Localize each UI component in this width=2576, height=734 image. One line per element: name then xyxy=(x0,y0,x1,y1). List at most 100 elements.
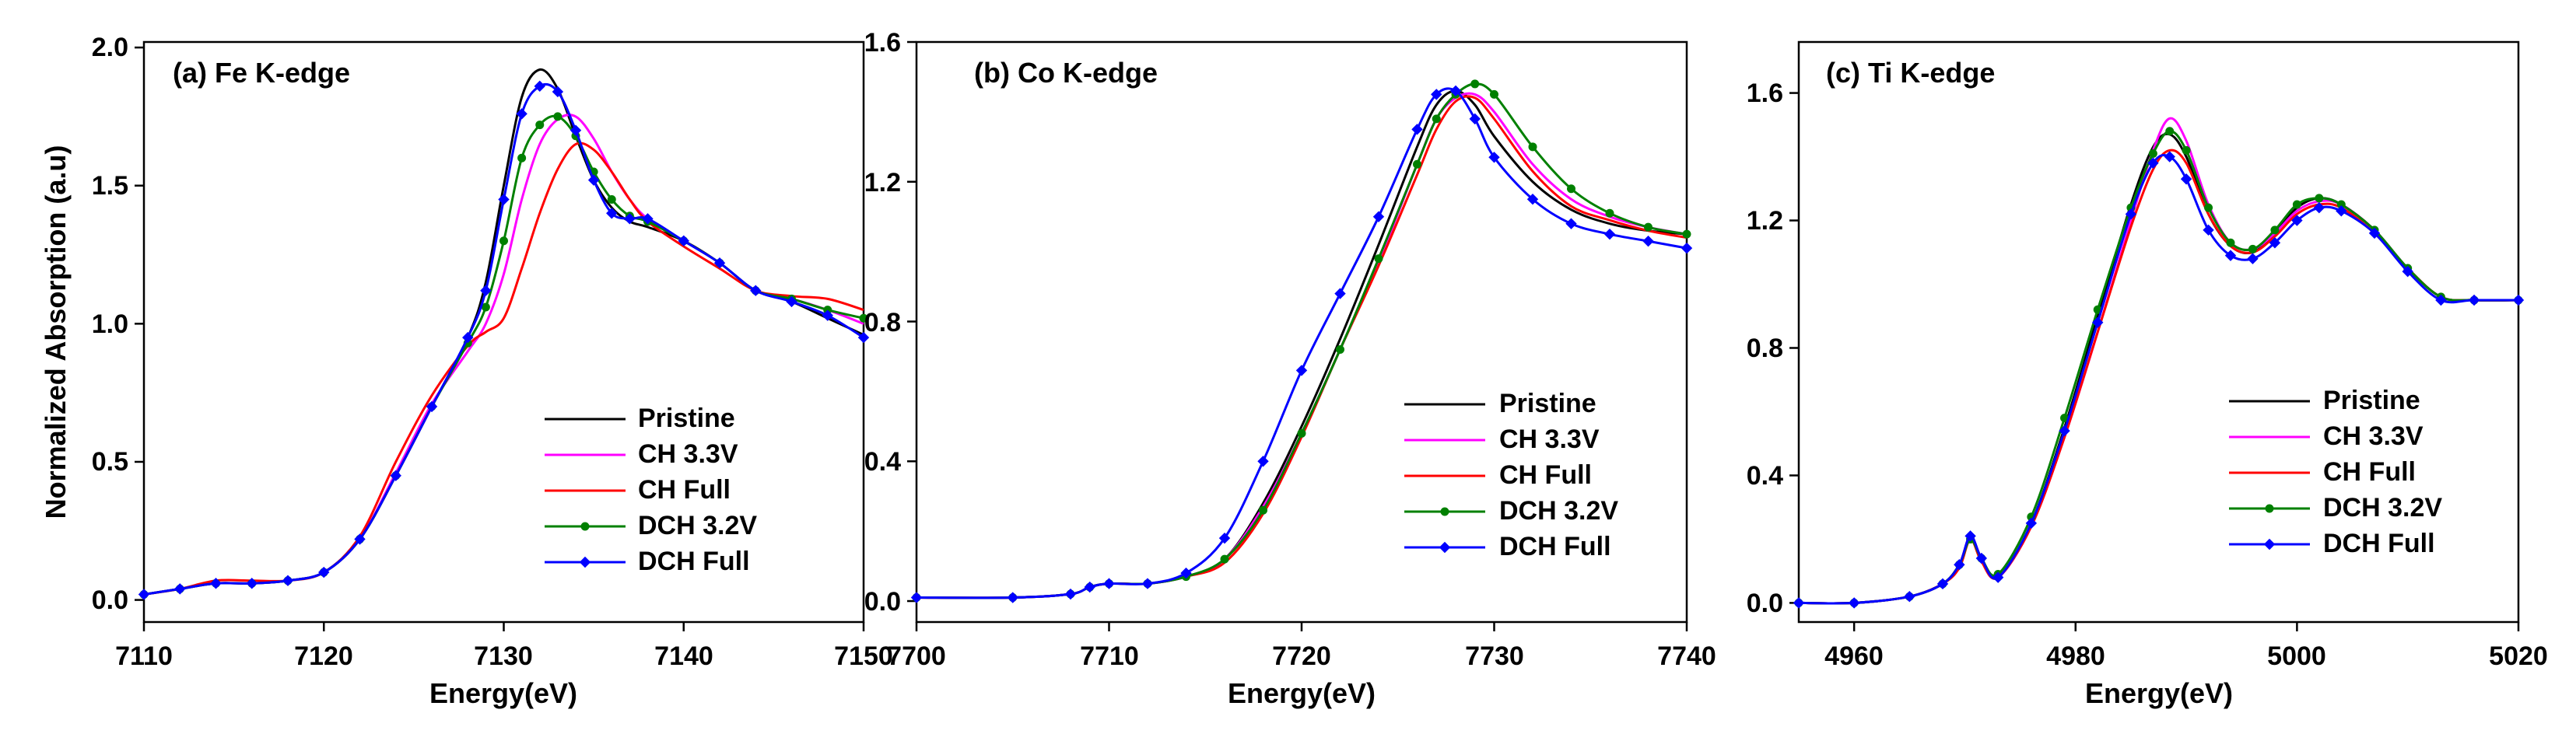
panel-b-series-dch-full-point xyxy=(1449,85,1462,97)
panel-a-series-dch-full-point xyxy=(426,400,438,413)
panel-c-series-dch-full-point xyxy=(2164,151,2175,163)
panel-c-series-dch-full-point xyxy=(2402,265,2413,278)
panel-a-series-dch-3-2v-point xyxy=(859,313,868,323)
legend-marker-dch-full xyxy=(2263,538,2276,550)
panel-a-xtick-label: 7150 xyxy=(834,641,893,671)
legend-marker-dch-3-2v xyxy=(1440,507,1449,516)
panel-a-series xyxy=(138,68,870,600)
panel-b-xticks: 7700 7710 7720 7730 7740 xyxy=(887,641,1716,671)
panel-c-series xyxy=(1793,117,2525,609)
panel-b-ytick-label: 1.2 xyxy=(864,168,901,197)
panel-c-plot-area xyxy=(1797,40,2520,624)
panel-b-series-dch-full-point xyxy=(1565,218,1577,229)
panel-b-xlabel: Energy(eV) xyxy=(1228,677,1376,709)
panel-c-series-dch-3-2v-point xyxy=(2226,238,2235,247)
panel-c-xtick-label: 5020 xyxy=(2489,641,2548,671)
panel-a-series-dch-full-point xyxy=(624,213,636,225)
panel-b-yticks: 0.0 0.4 0.8 1.2 1.6 xyxy=(864,28,901,617)
panel-a-ytick-label: 1.0 xyxy=(92,309,128,339)
legend-marker-dch-full xyxy=(1439,541,1451,554)
panel-a-series-dch-full-point xyxy=(857,331,870,344)
panel-b-series-dch-full-point xyxy=(1526,194,1539,205)
panel-b-xtick-label: 7730 xyxy=(1465,641,1524,671)
panel-b-series xyxy=(910,79,1693,603)
panel-b-series-dch-full-point xyxy=(1488,152,1500,163)
panel-a-ytick-label: 2.0 xyxy=(92,33,128,62)
legend-label-dch-full: DCH Full xyxy=(638,547,750,576)
legend-marker-dch-3-2v xyxy=(2265,504,2274,513)
panel-a-ytick-label: 1.5 xyxy=(92,171,128,201)
panel-a-series-dch-full-line xyxy=(143,83,864,596)
panel-a-series-dch-3-2v-point xyxy=(535,121,545,130)
panel-c-xtick-label: 5000 xyxy=(2267,641,2326,671)
panel-b-series-dch-full-point xyxy=(1257,456,1269,467)
panel-a-series-dch-full-point xyxy=(570,124,582,136)
panel-a-series-dch-full-point xyxy=(282,575,294,586)
panel-c-series-dch-full-point xyxy=(2224,250,2237,261)
panel-a-ytick-label: 0.5 xyxy=(92,447,128,477)
panel-c-xtick-label: 4980 xyxy=(2046,641,2105,671)
panel-c-series-dch-3-2v-point xyxy=(2182,145,2191,155)
panel-a-series-dch-full-point xyxy=(822,309,833,321)
panel-a-series-dch-full-point xyxy=(606,208,618,219)
panel-a-yticks: 0.0 0.5 1.0 1.5 2.0 xyxy=(92,33,128,615)
panel-c-xticks: 4960 4980 5000 5020 xyxy=(1824,641,2548,671)
panel-a-series-dch-full-point xyxy=(516,108,527,120)
legend-label-dch-3-2v: DCH 3.2V xyxy=(1499,496,1618,526)
panel-c-series-dch-full-point xyxy=(1936,578,1949,590)
panel-c: (c) Ti K-edge Energy(eV) 4960 4980 5000 … xyxy=(1747,40,2548,709)
legend-label-ch-3-3v: CH 3.3V xyxy=(638,439,738,469)
legend-label-ch-full: CH Full xyxy=(638,475,731,505)
panel-a-series-dch-full-point xyxy=(210,578,222,589)
panel-a-ylabel: Normalized Absorption (a.u) xyxy=(40,145,72,519)
panel-b-ytick-label: 1.6 xyxy=(864,28,901,58)
panel-c-series-dch-full-point xyxy=(2203,224,2214,236)
panel-a: (a) Fe K-edge Normalized Absorption (a.u… xyxy=(40,33,893,709)
panel-c-series-dch-full-point xyxy=(1904,591,1915,603)
panel-c-ytick-label: 0.8 xyxy=(1747,334,1783,363)
panel-a-series-dch-3-2v-point xyxy=(517,153,527,163)
panel-a-series-dch-3-2v-point xyxy=(553,112,563,121)
panel-a-xtick-label: 7130 xyxy=(474,641,533,671)
legend-label-ch-3-3v: CH 3.3V xyxy=(2323,421,2424,451)
panel-a-series-dch-3-2v-point xyxy=(607,194,616,204)
panel-a-series-dch-full-point xyxy=(354,533,366,545)
panel-b-xtick-label: 7720 xyxy=(1272,641,1331,671)
panel-a-xtick-label: 7120 xyxy=(294,641,353,671)
panel-c-series-dch-full-point xyxy=(2059,425,2070,437)
panel-c-series-dch-full-point xyxy=(1954,559,1965,571)
panel-c-series-dch-full-point xyxy=(1848,597,1860,609)
panel-c-series-dch-3-2v-point xyxy=(2270,225,2280,235)
panel-a-series-dch-full-point xyxy=(138,589,150,600)
panel-b-series-dch-full-point xyxy=(1141,578,1154,589)
panel-b-legend: Pristine CH 3.3V CH Full DCH 3.2V DCH Fu… xyxy=(1404,389,1618,561)
panel-a-series-dch-full-point xyxy=(498,194,510,205)
panel-c-series-dch-full-point xyxy=(2147,157,2159,169)
panel-b-series-dch-3-2v-point xyxy=(1259,505,1267,515)
panel-c-series-dch-full-point xyxy=(2247,253,2259,264)
panel-b-series-dch-full-point xyxy=(1603,228,1616,240)
panel-c-xtick-label: 4960 xyxy=(1824,641,1884,671)
panel-c-series-dch-3-2v-point xyxy=(2315,194,2324,203)
panel-c-series-dch-full-point xyxy=(1975,552,1988,564)
panel-c-series-dch-3-2v-point xyxy=(2292,200,2301,209)
panel-c-series-dch-full-point xyxy=(2092,316,2104,328)
panel-b-series-dch-3-2v-point xyxy=(1528,142,1537,152)
legend-label-pristine: Pristine xyxy=(1499,389,1596,418)
panel-a-tickmarks xyxy=(135,46,865,631)
panel-a-series-dch-full-point xyxy=(534,80,545,93)
panel-a-xticks: 7110 7120 7130 7140 7150 xyxy=(115,641,893,671)
panel-b-series-dch-3-2v-point xyxy=(1470,79,1480,89)
panel-c-ytick-label: 1.6 xyxy=(1747,79,1783,108)
legend-label-pristine: Pristine xyxy=(638,404,735,433)
panel-c-series-dch-full-point xyxy=(1793,597,1805,609)
panel-a-series-dch-full-point xyxy=(678,235,689,246)
legend-label-ch-3-3v: CH 3.3V xyxy=(1499,425,1600,454)
panel-a-series-dch-full-point xyxy=(587,174,600,186)
panel-b-series-dch-full-point xyxy=(1084,581,1095,593)
panel-c-series-dch-full-point xyxy=(2180,173,2192,185)
panel-c-series-dch-full-point xyxy=(2269,237,2281,249)
panel-c-yticks: 0.0 0.4 0.8 1.2 1.6 xyxy=(1747,79,1783,618)
panel-b-series-dch-3-2v-point xyxy=(1682,229,1691,239)
panel-c-series-dch-full-point xyxy=(2125,208,2137,220)
